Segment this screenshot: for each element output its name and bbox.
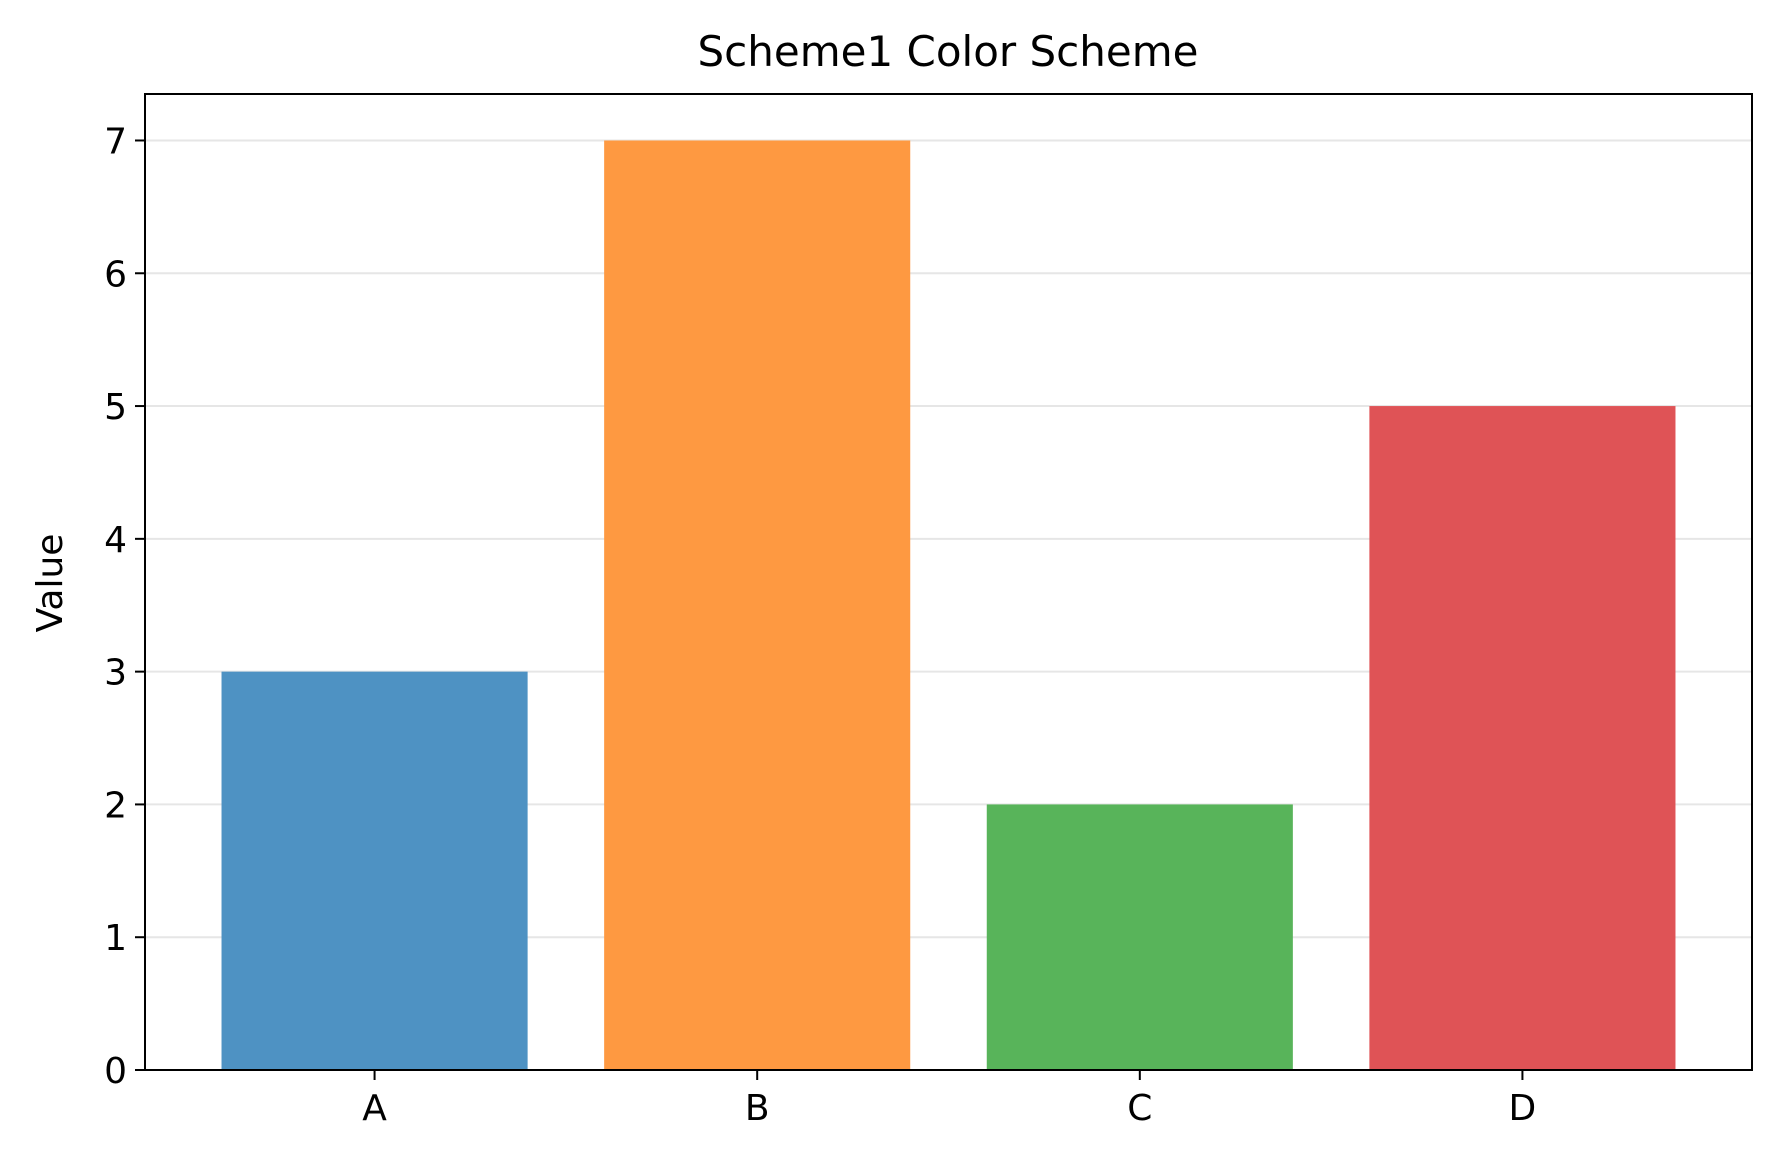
bar-D <box>1369 406 1676 1070</box>
y-tick-label-7: 7 <box>104 121 127 162</box>
y-tick-label-3: 3 <box>104 653 127 694</box>
x-tick-label-D: D <box>1509 1088 1537 1129</box>
y-axis-ticks: 0 1 2 3 4 5 6 7 <box>104 121 145 1092</box>
y-tick-label-4: 4 <box>104 520 127 561</box>
x-axis-ticks: A B C D <box>362 1070 1536 1129</box>
bars <box>221 140 1676 1070</box>
bar-A <box>221 671 528 1070</box>
y-axis-label: Value <box>30 534 71 633</box>
bar-B <box>604 140 911 1070</box>
y-tick-label-6: 6 <box>104 254 127 295</box>
bar-C <box>986 804 1293 1070</box>
x-tick-label-A: A <box>362 1088 387 1129</box>
y-tick-label-0: 0 <box>104 1051 127 1092</box>
x-tick-label-C: C <box>1127 1088 1152 1129</box>
plot-frame <box>144 93 1753 1071</box>
chart-title: Scheme1 Color Scheme <box>697 27 1198 76</box>
y-tick-label-2: 2 <box>104 785 127 826</box>
y-tick-label-1: 1 <box>104 918 127 959</box>
x-tick-label-B: B <box>745 1088 770 1129</box>
y-tick-label-5: 5 <box>104 387 127 428</box>
